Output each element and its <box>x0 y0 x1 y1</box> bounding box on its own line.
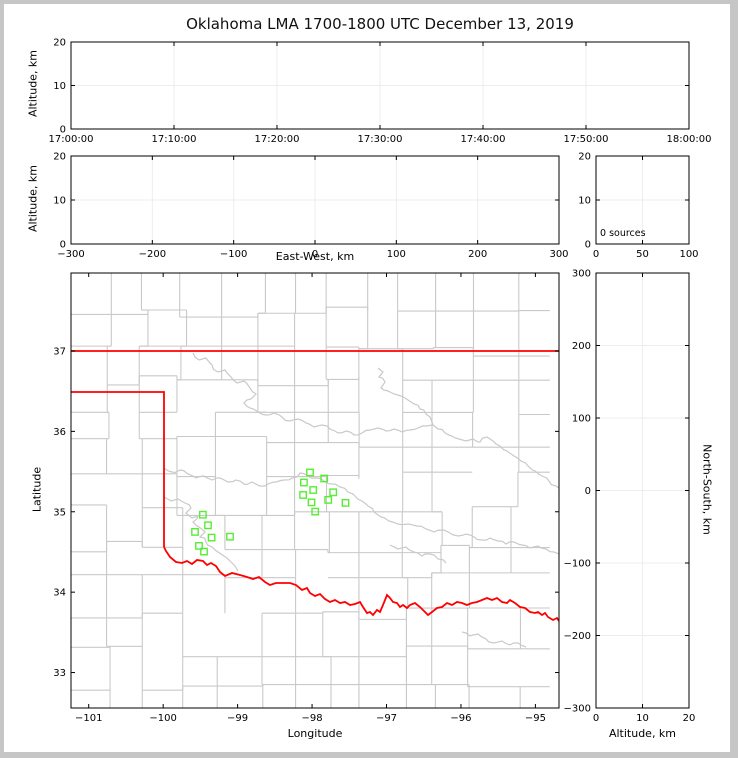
tick-label: 100 <box>679 249 698 260</box>
river-line <box>163 496 239 572</box>
lma-station-marker <box>309 486 318 494</box>
panel-ns-altitude: 0 10 20 −300 −200 −100 0 100 200 300 <box>564 269 696 725</box>
axes-frame <box>70 272 560 709</box>
river-line <box>461 631 527 648</box>
lma-station-marker <box>200 547 208 556</box>
tick-label: −300 <box>564 704 591 715</box>
tick-label: 300 <box>572 269 591 280</box>
tick-label: −98 <box>302 713 323 724</box>
tick-label: 50 <box>636 249 649 260</box>
tick-label: 17:20:00 <box>255 134 300 145</box>
tick-label: 300 <box>549 249 568 260</box>
tick-label: −96 <box>450 713 471 724</box>
tick-label: 36 <box>53 427 66 438</box>
state-border <box>163 546 559 622</box>
xlabel-east-west: East-West, km <box>275 250 355 263</box>
tick-label: −97 <box>376 713 397 724</box>
tick-label: 17:40:00 <box>461 134 506 145</box>
tick-label: −300 <box>57 249 84 260</box>
lma-station-marker <box>207 533 216 542</box>
lma-station-marker <box>198 510 207 519</box>
map-layer <box>71 273 559 708</box>
river-line <box>377 367 559 489</box>
lma-station-marker <box>329 488 338 497</box>
tick-label: 0 <box>585 240 591 251</box>
tick-label: −101 <box>75 713 102 724</box>
lma-station-marker <box>226 532 234 541</box>
tick-label: 0 <box>585 486 591 497</box>
panel-ew-altitude: −300 −200 −100 0 100 200 300 0 10 20 <box>53 152 568 261</box>
ylabel-latitude: Latitude <box>30 466 44 513</box>
tick-label: 100 <box>387 249 406 260</box>
tick-label: 33 <box>53 668 66 679</box>
lma-station-marker <box>191 528 199 536</box>
tick-label: 200 <box>572 341 591 352</box>
tick-label: 0 <box>60 240 66 251</box>
ylabel-altitude-time-panel: Altitude, km <box>26 49 40 118</box>
panel-map: −101 −100 −99 −98 −97 −96 −95 33 34 35 36 37 <box>53 272 560 724</box>
tick-label: 0 <box>593 249 599 260</box>
lma-station-marker <box>307 498 316 507</box>
river-line <box>163 467 559 555</box>
panel-time-altitude: 17:00:00 17:10:00 17:20:00 17:30:00 17:40:00… <box>49 38 712 146</box>
tick-label: 10 <box>53 196 66 207</box>
ylabel-north-south: North-South, km <box>700 444 714 535</box>
tick-label: 17:00:00 <box>49 134 94 145</box>
lma-station-marker <box>324 496 333 504</box>
tick-label: 0 <box>60 125 66 136</box>
tick-label: 17:30:00 <box>358 134 403 145</box>
sources-count-label: 0 sources <box>600 228 646 239</box>
tick-label: 34 <box>53 588 66 599</box>
panel-altitude-histogram: 0 50 100 0 10 20 <box>578 152 698 261</box>
tick-label: −200 <box>139 249 166 260</box>
tick-label: 37 <box>53 346 66 357</box>
tick-label: 20 <box>53 38 66 49</box>
tick-label: 20 <box>578 152 591 163</box>
lma-station-marker <box>299 491 307 499</box>
tick-label: 18:00:00 <box>667 134 712 145</box>
ylabel-altitude-ew-panel: Altitude, km <box>26 164 40 233</box>
lma-station-marker <box>300 478 308 487</box>
tick-label: −200 <box>564 631 591 642</box>
river-line <box>192 352 434 436</box>
lma-station-marker <box>320 474 329 483</box>
tick-label: 100 <box>572 414 591 425</box>
tick-label: 10 <box>578 196 591 207</box>
lma-station-marker <box>341 499 350 507</box>
tick-label: −99 <box>227 713 248 724</box>
tick-label: 10 <box>636 713 649 724</box>
lma-station-marker <box>195 542 203 550</box>
lma-station-marker <box>311 507 320 516</box>
state-border <box>71 391 165 547</box>
tick-label: −95 <box>525 713 546 724</box>
tick-label: 0 <box>312 249 318 260</box>
tick-label: −100 <box>564 559 591 570</box>
tick-label: −100 <box>220 249 247 260</box>
tick-label: 200 <box>468 249 487 260</box>
tick-label: 20 <box>683 713 696 724</box>
xlabel-longitude: Longitude <box>287 727 343 740</box>
river-line <box>389 544 447 564</box>
tick-label: 35 <box>53 507 66 518</box>
tick-label: 0 <box>593 713 599 724</box>
xlabel-altitude-ns-panel: Altitude, km <box>608 727 677 740</box>
tick-label: 17:50:00 <box>564 134 609 145</box>
tick-label: −100 <box>149 713 176 724</box>
tick-label: 10 <box>53 81 66 92</box>
lma-station-marker <box>306 468 314 477</box>
tick-label: 20 <box>53 152 66 163</box>
plot-title: Oklahoma LMA 1700-1800 UTC December 13, … <box>186 15 574 33</box>
tick-label: 17:10:00 <box>152 134 197 145</box>
lma-station-marker <box>204 521 212 530</box>
